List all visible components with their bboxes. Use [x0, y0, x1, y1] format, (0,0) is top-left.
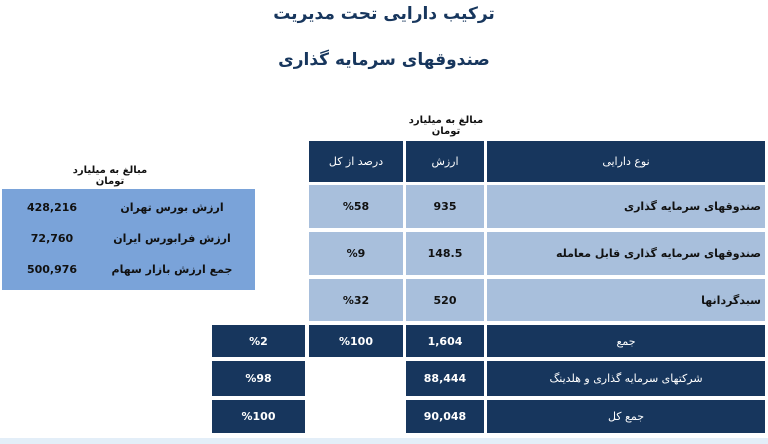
page-subtitle: صندوقهای سرمایه گذاری — [278, 50, 490, 70]
sum-share: %2 — [212, 325, 305, 357]
sum-label: جمع — [487, 325, 765, 357]
holdings-label: شرکتهای سرمایه گذاری و هلدینگ — [487, 361, 765, 396]
market-label: جمع ارزش بازار سهام — [111, 263, 233, 276]
table-row: 72,760 ارزش فرابورس ایران — [2, 224, 255, 254]
total-share: %100 — [212, 400, 305, 433]
total-label: جمع کل — [487, 400, 765, 433]
header-value: ارزش — [406, 141, 484, 182]
sum-percent: %100 — [309, 325, 403, 357]
market-unit-note: مبالغ به میلیارد تومان — [72, 165, 148, 187]
market-label: ارزش فرابورس ایران — [113, 232, 231, 245]
row-percent: %58 — [309, 185, 403, 228]
total-value: 90,048 — [406, 400, 484, 433]
market-value: 500,976 — [26, 263, 78, 276]
row-type: سبدگردانها — [487, 279, 765, 321]
row-percent: %32 — [309, 279, 403, 321]
market-value: 428,216 — [26, 201, 78, 214]
sum-value: 1,604 — [406, 325, 484, 357]
header-type: نوع دارایی — [487, 141, 765, 182]
unit-note: مبالغ به میلیارد تومان — [408, 115, 484, 137]
market-value: 72,760 — [30, 232, 74, 245]
holdings-share: %98 — [212, 361, 305, 396]
row-value: 935 — [406, 185, 484, 228]
market-table: 428,216 ارزش بورس تهران 72,760 ارزش فراب… — [2, 189, 255, 290]
row-percent: %9 — [309, 232, 403, 275]
header-percent: درصد از کل — [309, 141, 403, 182]
row-type: صندوقهای سرمایه گذاری — [487, 185, 765, 228]
market-label: ارزش بورس تهران — [120, 201, 224, 214]
table-row: 500,976 جمع ارزش بازار سهام — [2, 255, 255, 285]
bottom-band — [0, 438, 768, 444]
holdings-value: 88,444 — [406, 361, 484, 396]
table-row: 428,216 ارزش بورس تهران — [2, 193, 255, 223]
page-title: ترکیب دارایی تحت مدیریت — [273, 4, 495, 24]
row-value: 148.5 — [406, 232, 484, 275]
row-value: 520 — [406, 279, 484, 321]
row-type: صندوقهای سرمایه گذاری قابل معامله — [487, 232, 765, 275]
